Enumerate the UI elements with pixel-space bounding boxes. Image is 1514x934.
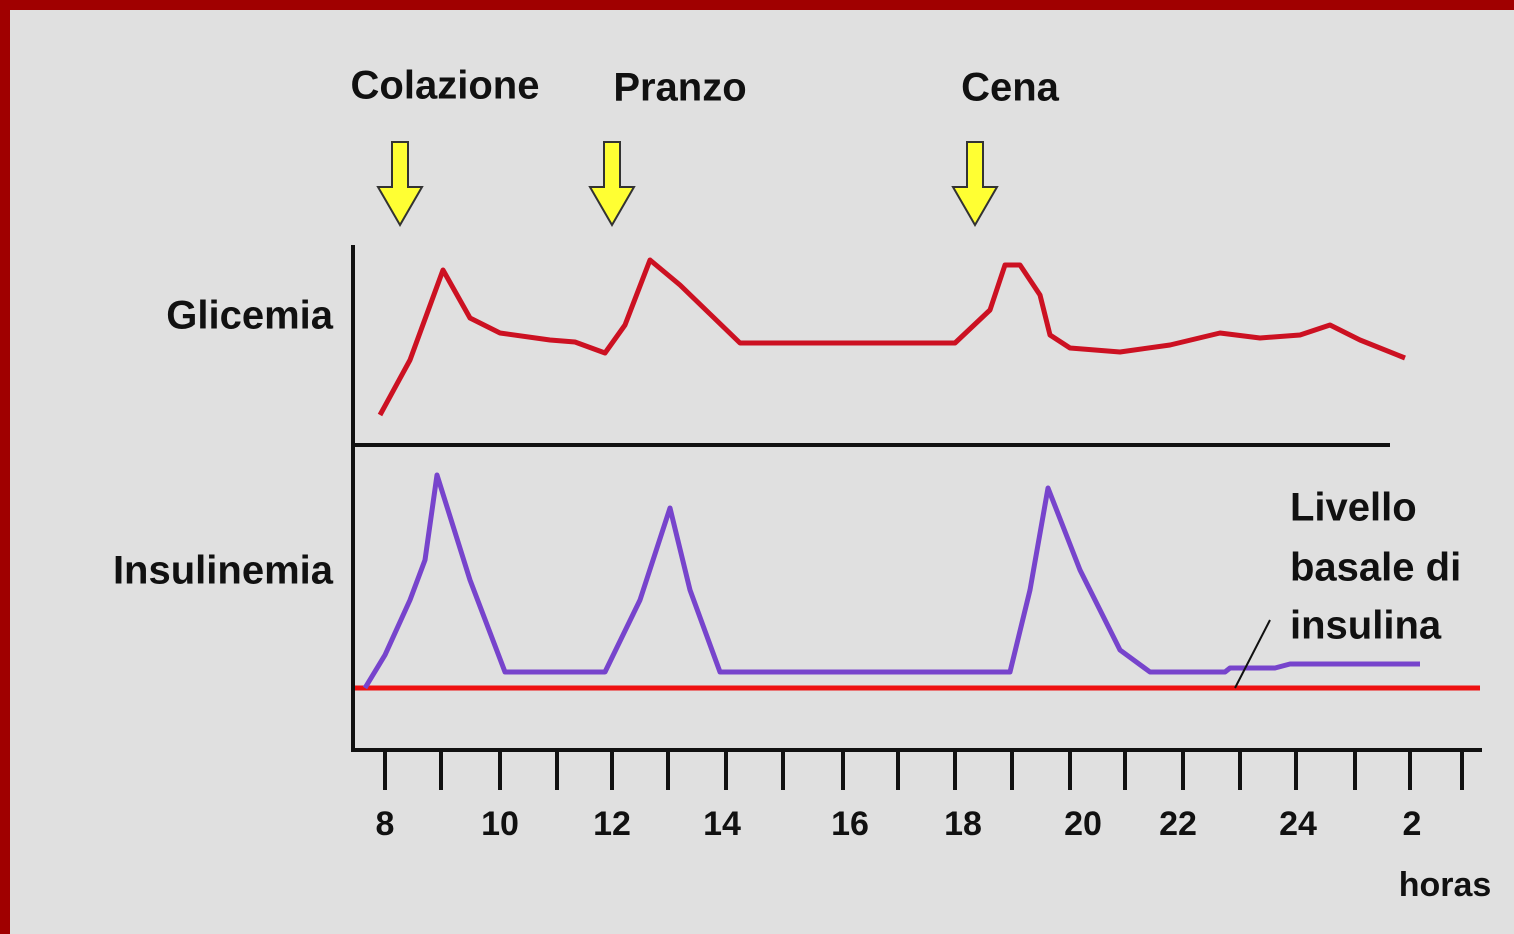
x-tick-label: 14 (703, 805, 741, 843)
arrow (588, 141, 636, 227)
meal-label: Cena (961, 66, 1060, 110)
y-label: Glicemia (166, 294, 334, 338)
x-tick-label: 12 (593, 805, 631, 843)
tick-marks (383, 752, 1464, 790)
axes (351, 245, 1482, 752)
x-tick-label: 16 (831, 805, 869, 843)
x-tick-label: 24 (1279, 805, 1317, 843)
x-axis-label: horas (1399, 866, 1492, 904)
x-tick-label: 20 (1064, 805, 1102, 843)
pointer (1234, 619, 1271, 689)
glycemia-curve (377, 257, 1406, 417)
x-tick-label: 2 (1403, 805, 1422, 843)
tick-labels: 8 10 12 14 16 18 20 22 24 2 (376, 805, 1422, 843)
annotation: basale di (1290, 546, 1461, 590)
y-label: Insulinemia (113, 549, 334, 593)
meal-label: Colazione (351, 64, 540, 108)
arrow (951, 141, 999, 227)
background (10, 10, 1514, 934)
annotation: insulina (1290, 604, 1442, 648)
meal-label: Pranzo (613, 66, 746, 110)
arrow (376, 141, 424, 227)
annotation: Livello (1290, 486, 1417, 530)
insulin-curve (362, 472, 1420, 690)
x-tick-label: 18 (944, 805, 982, 843)
arrows (376, 141, 999, 227)
x-tick-label: 22 (1159, 805, 1197, 843)
x-tick-label: 10 (481, 805, 519, 843)
x-tick-label: 8 (376, 805, 395, 843)
